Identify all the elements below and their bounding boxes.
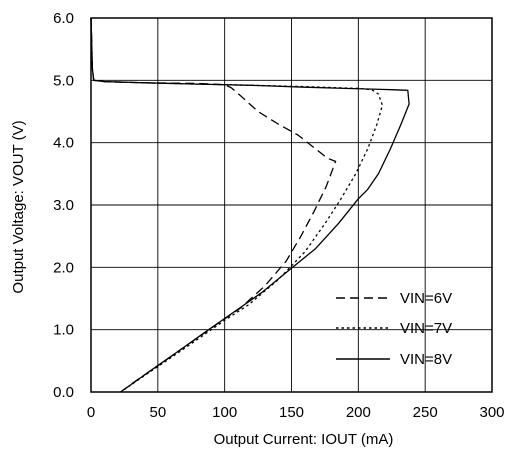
x-tick-label: 200 <box>346 404 371 421</box>
y-tick-label: 6.0 <box>53 10 74 27</box>
series-layer <box>90 17 410 393</box>
y-tick-label: 2.0 <box>53 259 74 276</box>
x-tick-labels: 0 50 100 150 200 250 300 <box>87 404 505 421</box>
y-tick-label: 4.0 <box>53 135 74 152</box>
plot-frame <box>90 17 493 393</box>
legend-label: VIN=7V <box>400 320 452 337</box>
x-tick-label: 0 <box>87 404 95 421</box>
x-tick-label: 100 <box>212 404 237 421</box>
y-tick-label: 1.0 <box>53 322 74 339</box>
legend-label: VIN=6V <box>400 290 452 307</box>
series-line-vin-6v <box>90 17 337 391</box>
y-tick-label: 3.0 <box>53 197 74 214</box>
series-line-vin-8v <box>90 17 410 393</box>
x-tick-label: 50 <box>149 404 166 421</box>
y-tick-label: 5.0 <box>53 72 74 89</box>
y-tick-labels: 0.0 1.0 2.0 3.0 4.0 5.0 6.0 <box>53 10 74 401</box>
y-tick-label: 0.0 <box>53 384 74 401</box>
legend: VIN=6V VIN=7V VIN=8V <box>336 290 452 368</box>
x-tick-label: 250 <box>413 404 438 421</box>
x-tick-label: 150 <box>279 404 304 421</box>
grid-lines <box>91 18 492 392</box>
x-axis-label: Output Current: IOUT (mA) <box>214 431 394 448</box>
y-axis-label: Output Voltage: VOUT (V) <box>10 120 27 293</box>
legend-label: VIN=8V <box>400 351 452 368</box>
x-tick-label: 300 <box>479 404 504 421</box>
series-line-vin-7v <box>90 17 384 391</box>
